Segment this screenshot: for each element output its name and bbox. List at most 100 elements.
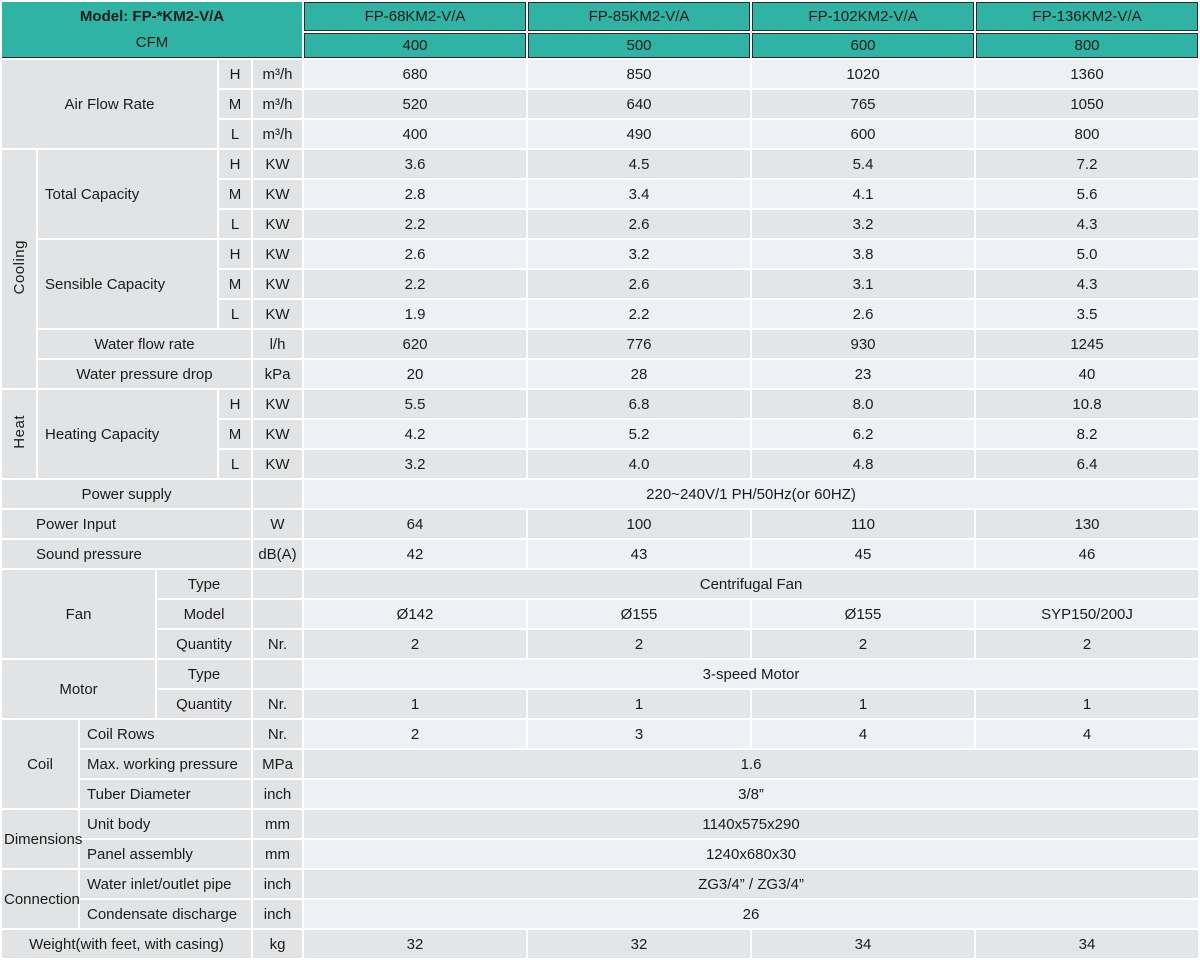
cfm-value: 500 (528, 32, 751, 58)
value-cell: 3.2 (752, 210, 975, 238)
value-cell: 776 (528, 330, 751, 358)
column-header: FP-68KM2-V/A (304, 2, 527, 31)
group-label-cooling: Cooling (2, 150, 36, 388)
value-cell-span: 220~240V/1 PH/50Hz(or 60HZ) (304, 480, 1199, 508)
value-cell: 3.2 (528, 240, 751, 268)
value-cell-span: 1.6 (304, 750, 1199, 778)
unit-cell: KW (253, 150, 303, 178)
unit-cell-empty (253, 570, 303, 598)
value-cell: 850 (528, 60, 751, 88)
speed-cell: H (219, 240, 251, 268)
column-header: FP-102KM2-V/A (752, 2, 975, 31)
cfm-value: 400 (304, 32, 527, 58)
unit-cell: m³/h (253, 60, 303, 88)
unit-cell: KW (253, 210, 303, 238)
value-cell: 1 (976, 690, 1199, 718)
value-cell: 6.8 (528, 390, 751, 418)
value-cell: 4.2 (304, 420, 527, 448)
value-cell: 2 (304, 630, 527, 658)
cfm-label: CFM (135, 34, 169, 51)
unit-cell: KW (253, 450, 303, 478)
value-cell: 680 (304, 60, 527, 88)
value-cell: 5.2 (528, 420, 751, 448)
value-cell: 400 (304, 120, 527, 148)
model-label: Model: FP-*KM2-V/A (79, 8, 225, 25)
value-cell: 800 (976, 120, 1199, 148)
unit-cell: Nr. (253, 690, 303, 718)
value-cell: 5.0 (976, 240, 1199, 268)
value-cell: 2 (752, 630, 975, 658)
value-cell: 4.0 (528, 450, 751, 478)
value-cell-span: 3/8” (304, 780, 1199, 808)
unit-cell: KW (253, 390, 303, 418)
value-cell: 40 (976, 360, 1199, 388)
unit-cell: MPa (253, 750, 303, 778)
unit-cell: inch (253, 870, 303, 898)
value-cell: 32 (528, 930, 751, 958)
sub-label-motor-quantity: Quantity (157, 690, 251, 718)
unit-cell-empty (253, 660, 303, 688)
value-cell: 4.3 (976, 270, 1199, 298)
value-cell: 3.2 (304, 450, 527, 478)
unit-cell-empty (253, 600, 303, 628)
value-cell: 520 (304, 90, 527, 118)
group-label-dimensions: Dimensions (2, 810, 82, 868)
unit-cell: inch (253, 780, 303, 808)
value-cell: 1245 (976, 330, 1199, 358)
value-cell: 6.4 (976, 450, 1199, 478)
column-header: FP-85KM2-V/A (528, 2, 751, 31)
speed-cell: M (219, 270, 251, 298)
value-cell: 7.2 (976, 150, 1199, 178)
unit-cell: l/h (253, 330, 303, 358)
model-header-cell: Model: FP-*KM2-V/A CFM (2, 2, 303, 58)
value-cell-span: 26 (304, 900, 1199, 928)
value-cell: 5.6 (976, 180, 1199, 208)
unit-cell: mm (253, 840, 303, 868)
unit-cell: inch (253, 900, 303, 928)
unit-cell: m³/h (253, 120, 303, 148)
row-label-air-flow-rate: Air Flow Rate (2, 60, 217, 148)
value-cell: 2.6 (528, 270, 751, 298)
value-cell: 620 (304, 330, 527, 358)
value-cell: 4.5 (528, 150, 751, 178)
value-cell-span: ZG3/4” / ZG3/4” (304, 870, 1199, 898)
unit-cell: kPa (253, 360, 303, 388)
value-cell: 10.8 (976, 390, 1199, 418)
value-cell: 3.5 (976, 300, 1199, 328)
value-cell: 3.1 (752, 270, 975, 298)
group-label-connection: Connection (2, 870, 80, 928)
group-label-heat: Heat (2, 390, 36, 478)
sub-label-motor-type: Type (157, 660, 251, 688)
value-cell: 1 (528, 690, 751, 718)
value-cell: 930 (752, 330, 975, 358)
unit-cell: KW (253, 270, 303, 298)
unit-cell: W (253, 510, 303, 538)
value-cell: Ø155 (528, 600, 751, 628)
speed-cell: H (219, 150, 251, 178)
speed-cell: L (219, 120, 251, 148)
value-cell: Ø155 (752, 600, 975, 628)
value-cell: 2 (976, 630, 1199, 658)
value-cell: 42 (304, 540, 527, 568)
unit-cell: KW (253, 420, 303, 448)
value-cell: 640 (528, 90, 751, 118)
value-cell: 2.6 (304, 240, 527, 268)
value-cell: 3.6 (304, 150, 527, 178)
unit-cell-empty (253, 480, 303, 508)
value-cell: 4.8 (752, 450, 975, 478)
sub-label-condensate-discharge: Condensate discharge (80, 900, 251, 928)
value-cell: 20 (304, 360, 527, 388)
speed-cell: H (219, 60, 251, 88)
value-cell: 64 (304, 510, 527, 538)
sub-label-coil-rows: Coil Rows (80, 720, 251, 748)
value-cell: 2.2 (528, 300, 751, 328)
value-cell: 2.8 (304, 180, 527, 208)
unit-cell: Nr. (253, 720, 303, 748)
value-cell: 3 (528, 720, 751, 748)
row-label-water-pressure-drop: Water pressure drop (38, 360, 251, 388)
value-cell: 2.6 (528, 210, 751, 238)
speed-cell: M (219, 90, 251, 118)
value-cell: 23 (752, 360, 975, 388)
speed-cell: M (219, 420, 251, 448)
